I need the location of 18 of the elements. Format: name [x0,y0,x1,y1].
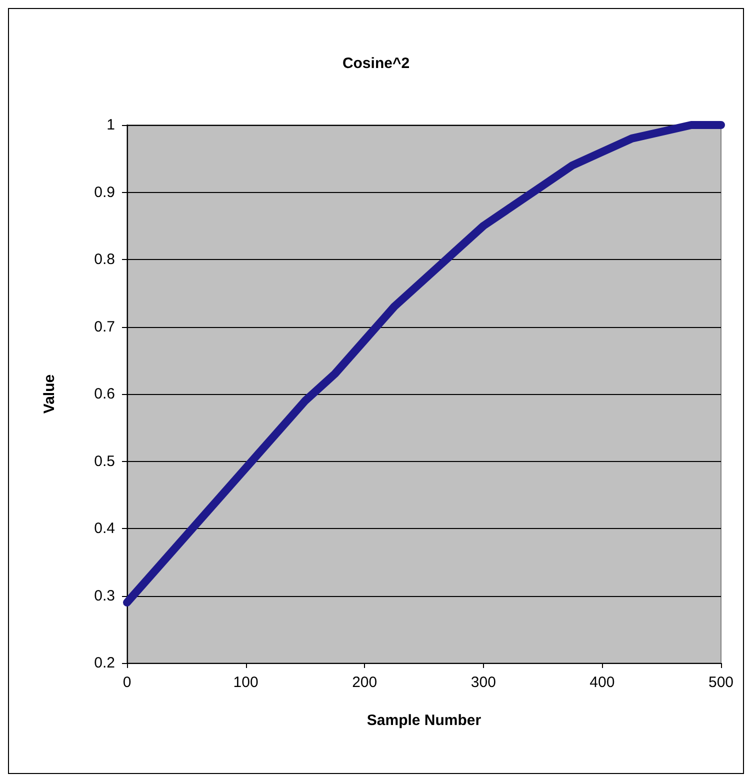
x-tick-label: 0 [122,674,132,691]
y-axis-title: Value [41,374,58,414]
y-tick-label: 0.9 [94,184,115,201]
chart-title: Cosine^2 [342,55,410,72]
y-tick-label: 0.3 [94,587,115,604]
x-tick-label: 200 [352,674,378,691]
y-tick-label: 0.6 [94,386,115,402]
y-tick-label: 0.4 [94,520,115,537]
x-tick-label: 300 [470,674,496,691]
y-tick-label: 1 [106,116,115,134]
x-tick-label: 400 [590,674,615,691]
y-tick-label: 0.8 [94,251,115,268]
y-tick-label: 0.5 [94,452,115,470]
x-axis-title: Sample Number [366,712,482,729]
y-tick-label: 0.2 [94,654,115,672]
x-tick-label: 500 [708,674,734,691]
x-tick-label: 100 [233,674,258,691]
y-tick-label: 0.7 [94,318,115,336]
